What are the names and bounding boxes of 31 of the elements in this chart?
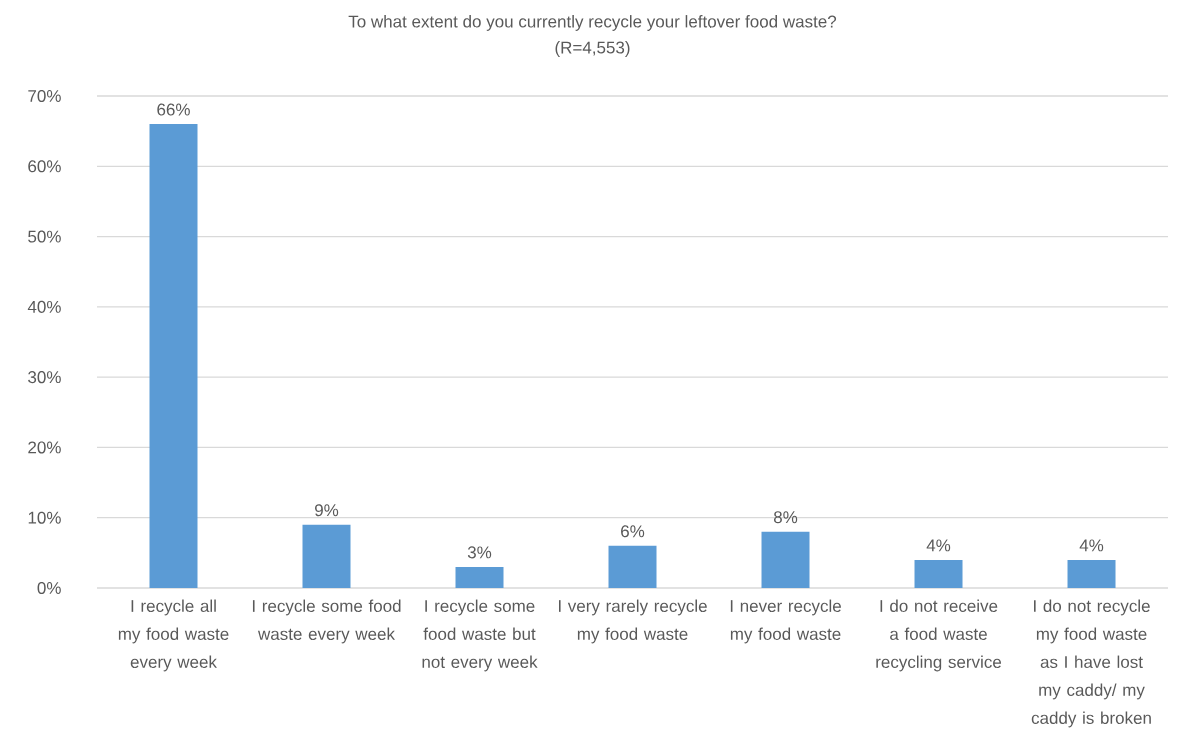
data-label: 3% [467,546,492,559]
bar [302,524,351,588]
x-tick-label: I never recycle my food waste [730,599,841,644]
chart-title: To what extent do you currently recycle your leftover food waste? [348,15,837,31]
y-tick-label: 70% [28,89,61,103]
bar [455,566,504,588]
x-tick-label: I very rarely recycle my food waste [558,599,707,644]
x-tick-label: I recycle some food waste every week [252,599,401,644]
bar [149,124,198,588]
bar [761,531,810,588]
data-label: 9% [315,504,339,517]
x-tick-label: I recycle some food waste but not every week [422,599,538,672]
data-label: 66% [157,103,190,116]
bar [914,559,963,588]
y-tick-label: 60% [28,160,61,173]
y-tick-label: 0% [37,581,61,595]
data-label: 4% [926,539,951,552]
data-label: 8% [773,511,798,524]
y-tick-label: 30% [28,371,61,384]
bar [1067,559,1116,588]
x-tick-label: I do not receive a food waste recycling service [876,599,1002,672]
y-tick-label: 40% [27,300,61,313]
data-label: 4% [1079,539,1104,552]
bar [608,545,657,588]
y-tick-label: 20% [28,441,61,454]
data-label: 6% [621,525,645,538]
x-tick-label: I recycle all my food waste every week [118,599,229,672]
y-tick-label: 10% [28,511,61,524]
y-tick-label: 50% [28,230,61,243]
chart-subtitle: (R=4,553) [555,41,630,57]
x-tick-label: I do not recycle my food waste as I have lost my caddy/ my caddy is broken [1031,599,1151,728]
